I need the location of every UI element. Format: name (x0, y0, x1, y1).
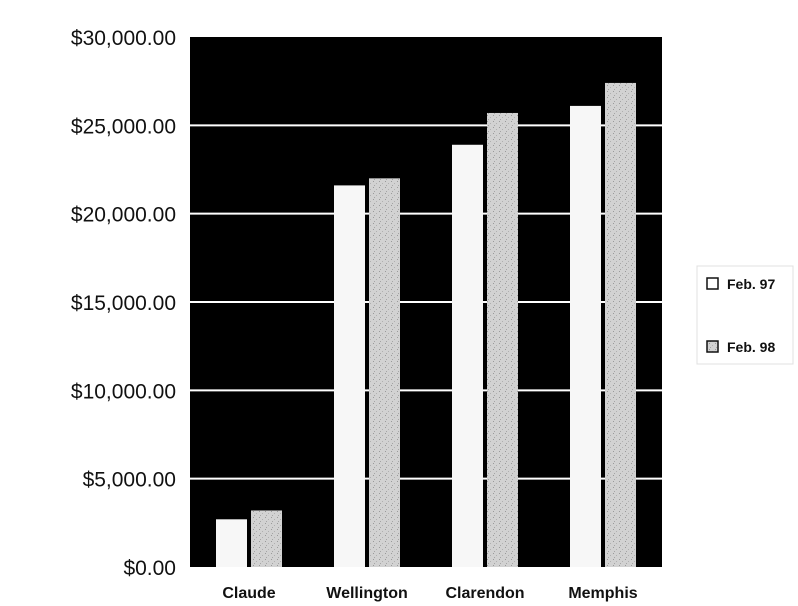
y-tick-label: $20,000.00 (71, 204, 176, 227)
bar-feb-98 (369, 178, 400, 568)
y-tick-label: $25,000.00 (71, 115, 176, 138)
bar-feb-97 (216, 519, 247, 567)
legend-label-1: Feb. 98 (727, 339, 775, 355)
legend-swatch-1 (706, 340, 719, 353)
legend-label-0: Feb. 97 (727, 276, 775, 292)
bar-feb-97 (334, 185, 365, 567)
x-tick-label: Clarendon (445, 585, 524, 602)
legend-item-0: Feb. 97 (706, 276, 775, 292)
y-tick-label: $15,000.00 (71, 292, 176, 315)
x-tick-label: Claude (222, 585, 275, 602)
y-axis-tick-labels: $0.00 $5,000.00 $10,000.00 $15,000.00 $20,00… (71, 27, 176, 580)
legend: Feb. 97 Feb. 98 (696, 265, 794, 365)
x-tick-label: Wellington (326, 585, 407, 602)
x-tick-label: Memphis (568, 585, 637, 602)
bars (216, 82, 636, 568)
y-tick-label: $0.00 (123, 557, 176, 580)
y-tick-label: $30,000.00 (71, 27, 176, 50)
legend-swatch-0 (706, 277, 719, 290)
bar-feb-98 (605, 82, 636, 567)
y-tick-label: $5,000.00 (83, 469, 176, 492)
bar-feb-97 (570, 105, 601, 568)
bar-feb-97 (452, 144, 483, 567)
y-tick-label: $10,000.00 (71, 380, 176, 403)
bar-feb-98 (487, 112, 518, 567)
x-axis-tick-labels: Claude Wellington Clarendon Memphis (222, 585, 637, 602)
legend-item-1: Feb. 98 (706, 339, 775, 355)
bar-feb-98 (251, 510, 282, 567)
